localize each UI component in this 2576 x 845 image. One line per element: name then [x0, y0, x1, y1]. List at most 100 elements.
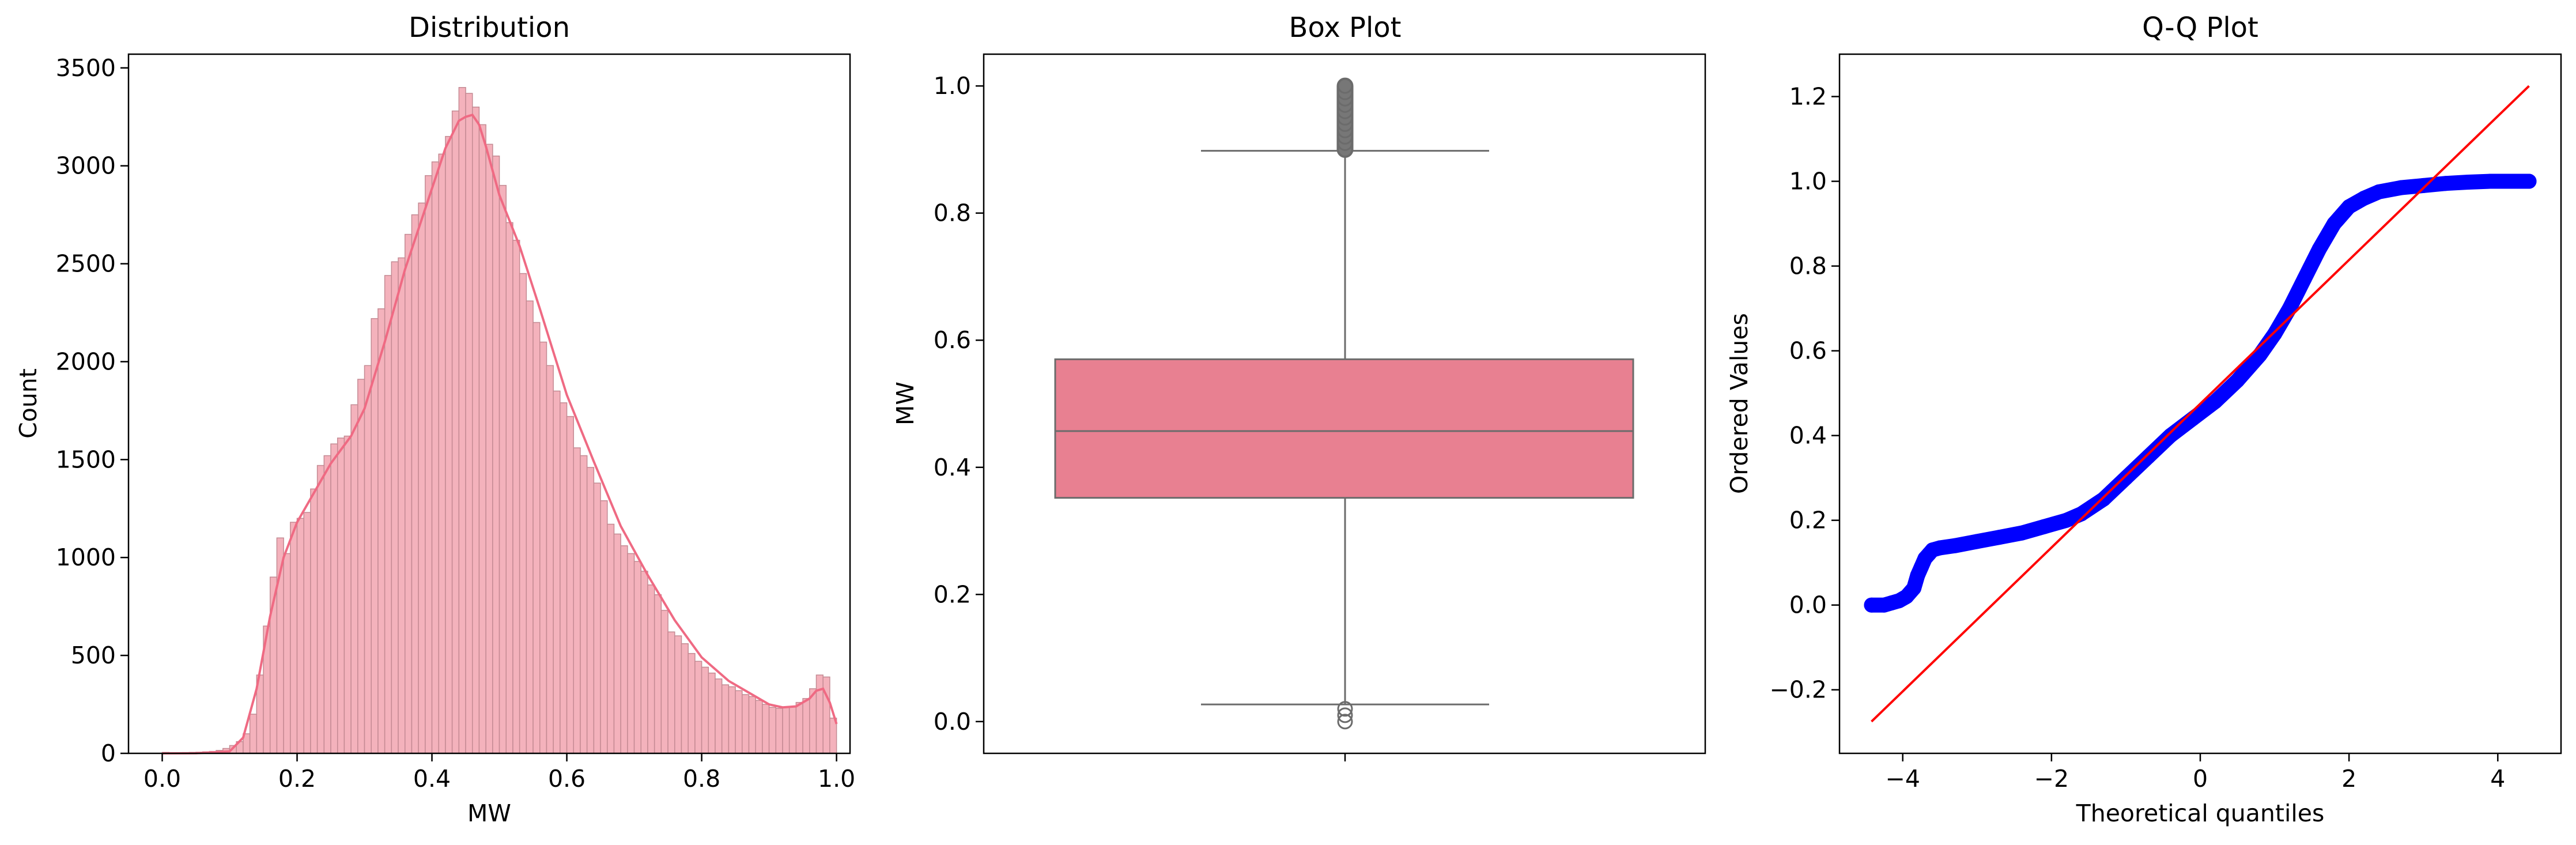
boxplot-panel: Box Plot 0.0 0.2 0.4 0.6 0.8 1.0 MW: [892, 12, 1706, 761]
histogram-bar: [715, 678, 723, 754]
qq-point: [2140, 449, 2156, 465]
histogram-bar: [815, 674, 824, 754]
boxplot-y-ticks: 0.0 0.2 0.4 0.6 0.8 1.0: [934, 72, 984, 735]
qq-y-tick-label: 0.4: [1789, 422, 1827, 450]
qq-x-tick-label: 4: [2490, 765, 2505, 793]
qq-point: [2118, 470, 2133, 486]
histogram-bar: [364, 365, 372, 754]
histogram-bar: [398, 257, 406, 754]
distribution-y-tick-label: 3000: [56, 152, 116, 180]
histogram-bar: [458, 87, 466, 754]
histogram-bar: [560, 402, 568, 754]
histogram-bar: [701, 666, 709, 754]
histogram-bar: [694, 661, 702, 754]
histogram-bar: [768, 707, 777, 754]
histogram-bar: [512, 240, 520, 754]
distribution-x-tick-label: 0.0: [143, 765, 181, 793]
qq-point: [2073, 506, 2089, 522]
qq-point: [2267, 326, 2283, 342]
distribution-x-tick-label: 0.4: [413, 765, 451, 793]
qq-point: [1906, 580, 1922, 596]
qq-y-tick-label: 0.0: [1789, 591, 1827, 619]
qq-y-tick-label: 0.8: [1789, 252, 1827, 280]
distribution-y-ticks: 0 500 1000 1500 2000 2500 3000 3500: [56, 54, 129, 767]
histogram-bar: [775, 708, 783, 754]
qq-point: [2282, 301, 2297, 316]
distribution-y-tick-label: 2500: [56, 250, 116, 278]
histogram-bar: [505, 222, 513, 754]
boxplot-y-tick-label: 0.4: [934, 454, 971, 481]
histogram-bar: [485, 144, 493, 754]
histogram-bar: [647, 584, 655, 754]
qq-point: [2058, 512, 2074, 528]
distribution-x-ticks: 0.0 0.2 0.4 0.6 0.8 1.0: [143, 753, 855, 793]
histogram-bar: [343, 435, 352, 754]
histogram-bars: [161, 87, 837, 754]
histogram-bar: [748, 696, 756, 754]
qq-y-tick-label: 1.2: [1789, 83, 1827, 111]
histogram-bar: [451, 110, 460, 754]
qq-panel: Q-Q Plot −4 −2 0 2 4 −0.2 0.0 0.2 0.4 0.6 0.8 1.0 1…: [1725, 12, 2562, 827]
qq-y-tick-label: −0.2: [1769, 676, 1827, 704]
histogram-bar: [539, 341, 547, 754]
distribution-y-tick-label: 1000: [56, 544, 116, 571]
histogram-bar: [532, 322, 541, 754]
distribution-x-tick-label: 0.2: [278, 765, 316, 793]
qq-point: [2416, 178, 2431, 193]
histogram-bar: [337, 437, 345, 754]
qq-x-ticks: −4 −2 0 2 4: [1885, 753, 2505, 793]
histogram-bar: [573, 447, 581, 754]
qq-point: [1969, 534, 1985, 549]
histogram-bar: [580, 455, 588, 754]
histogram-bar: [721, 684, 730, 754]
histogram-bar: [465, 93, 473, 754]
qq-point: [2163, 428, 2178, 443]
histogram-bar: [640, 571, 648, 754]
qq-point: [2036, 519, 2052, 534]
qq-fit-line: [1871, 85, 2530, 723]
distribution-y-label: Count: [14, 368, 42, 439]
kde-curve: [162, 113, 838, 755]
histogram-bar: [546, 365, 554, 754]
qq-point: [2230, 373, 2245, 388]
histogram-bar: [762, 704, 770, 754]
qq-y-tick-label: 0.6: [1789, 337, 1827, 365]
qq-point: [2393, 180, 2409, 195]
histogram-bar: [620, 545, 628, 754]
histogram-bar: [404, 233, 413, 754]
distribution-axes-frame: [127, 53, 851, 755]
histogram-bar: [471, 106, 480, 754]
qq-point: [2207, 394, 2223, 409]
qq-x-tick-label: 0: [2193, 765, 2208, 793]
iqr-box: [1054, 358, 1634, 499]
histogram-bar: [795, 701, 803, 754]
histogram-bar: [708, 672, 716, 754]
boxplot-title: Box Plot: [1289, 12, 1402, 44]
qq-point: [2341, 199, 2357, 214]
histogram-bar: [310, 488, 318, 754]
qq-point: [1992, 530, 2007, 545]
histogram-bar: [788, 706, 797, 754]
histogram-bar: [728, 686, 736, 754]
histogram-bar: [735, 690, 743, 754]
distribution-x-tick-label: 1.0: [818, 765, 855, 793]
qq-point: [2185, 411, 2201, 427]
histogram-bar: [627, 553, 635, 754]
qq-point: [2096, 491, 2112, 507]
histogram-bar: [418, 202, 426, 754]
histogram-bar: [526, 300, 534, 754]
boxplot-y-tick-label: 0.6: [934, 326, 971, 354]
histogram-bar: [613, 533, 621, 754]
histogram-bar: [674, 635, 682, 754]
outlier-point: [1337, 701, 1353, 717]
histogram-bar: [330, 443, 338, 754]
histogram-bar: [411, 214, 419, 754]
qq-point: [1947, 538, 1963, 553]
qq-point: [2297, 271, 2312, 286]
histogram-bar: [782, 707, 790, 754]
outlier-point: [1337, 707, 1353, 723]
histogram-bar: [249, 714, 258, 754]
histogram-bar: [283, 553, 291, 754]
qq-point: [2356, 190, 2371, 206]
